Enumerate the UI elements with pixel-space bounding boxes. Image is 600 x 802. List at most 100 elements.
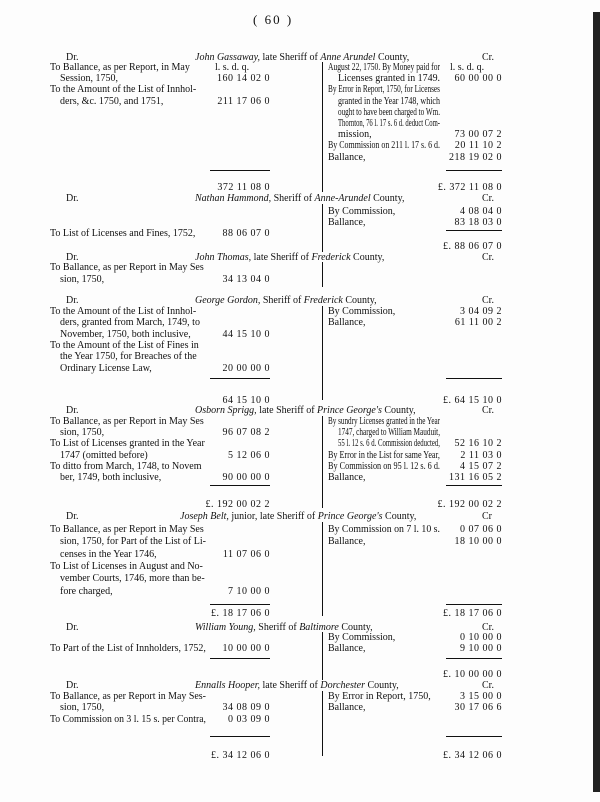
sheriff-name: George Gordon, xyxy=(195,295,261,306)
county-name: Baltimore xyxy=(299,622,339,633)
credit-entry-text: Ballance, xyxy=(328,643,366,655)
cr-label: Cr. xyxy=(482,252,494,263)
debit-amount: 5 12 06 0 xyxy=(228,449,270,461)
credit-total: £. 34 12 06 0 xyxy=(443,750,502,761)
credit-amount: 20 11 10 2 xyxy=(454,140,502,152)
credit-amount: 3 15 00 0 xyxy=(460,691,502,702)
debit-entry-text: To Ballance, as per Report in May Ses- xyxy=(50,691,206,702)
column-divider xyxy=(322,306,323,400)
debit-entry-text: ber, 1749, both inclusive, xyxy=(60,472,162,483)
debit-entry-text: To Ballance, as per Report in May Ses xyxy=(50,416,204,427)
credit-entry-text: By Commission on 95 l. 12 s. 6 d. xyxy=(328,460,440,472)
credit-entry-text: Ballance, xyxy=(328,217,366,228)
credit-entry-text: By Commission on 211 l. 17 s. 6 d. xyxy=(328,140,440,152)
column-divider xyxy=(322,262,323,287)
debit-total-rule xyxy=(210,736,270,737)
cr-label: Cr. xyxy=(482,622,494,633)
cr-label: Cr. xyxy=(482,295,494,306)
credit-entry-text: Ballance, xyxy=(328,536,366,548)
credit-entry-text: Ballance, xyxy=(328,702,366,714)
credit-entry-text: By Commission, xyxy=(328,206,396,217)
heading-text: County, xyxy=(375,52,410,63)
debit-entry-text: To the Amount of the List of Innhol- xyxy=(50,84,197,96)
debit-entry-text: vember Courts, 1746, more than be- xyxy=(60,573,205,585)
credit-total: £. 372 11 08 0 xyxy=(437,182,502,193)
debit-entry-text: ders, granted from March, 1749, to xyxy=(60,317,200,329)
credit-entry-text: ought to have been charged to Wm. xyxy=(338,106,441,118)
debit-amount: 10 00 00 0 xyxy=(222,643,270,654)
credit-entry-text: Ballance, xyxy=(328,151,366,163)
credit-amount: 3 04 09 2 xyxy=(460,306,502,317)
heading-text: late Sheriff of xyxy=(251,252,312,263)
debit-entry-text: ders, &c. 1750, and 1751, xyxy=(60,95,164,107)
debit-total: 64 15 10 0 xyxy=(222,395,270,406)
credit-entry-text: mission, xyxy=(338,129,372,141)
debit-entry-text: sion, 1750, for Part of the List of Li- xyxy=(60,536,206,548)
sheriff-name: John Gassaway, xyxy=(195,52,260,63)
cr-label: Cr xyxy=(482,511,492,522)
column-divider xyxy=(322,632,323,680)
account-heading: John Gassaway, late Sheriff of Anne Arun… xyxy=(195,52,409,63)
debit-entry-text: To Part of the List of Innholders, 1752, xyxy=(50,643,206,654)
heading-text: County, xyxy=(338,622,373,633)
credit-entry-text: Licenses granted in 1749. xyxy=(338,73,441,85)
heading-text: County, xyxy=(342,295,377,306)
debit-amount: 96 07 08 2 xyxy=(222,427,270,439)
debit-entry-text: the Year 1750, for Breaches of the xyxy=(60,351,197,363)
credit-amount: 4 15 07 2 xyxy=(460,460,502,472)
debit-amount: 11 07 06 0 xyxy=(222,548,270,560)
heading-text: County, xyxy=(382,511,417,522)
debit-total-rule xyxy=(210,604,270,605)
heading-text: County, xyxy=(350,252,385,263)
account-heading: Osborn Sprigg, late Sheriff of Prince Ge… xyxy=(195,405,416,416)
credit-total: £. 64 15 10 0 xyxy=(443,395,502,406)
dr-label: Dr. xyxy=(66,52,79,63)
credit-total: £. 18 17 06 0 xyxy=(443,608,502,619)
credit-column-heads: l. s. d. q. xyxy=(450,62,485,73)
heading-text: County, xyxy=(370,193,405,204)
debit-total: 372 11 08 0 xyxy=(217,182,270,193)
cr-label: Cr. xyxy=(482,52,494,63)
credit-entry-text: By Error in Report, 1750, for Licenses xyxy=(328,84,440,96)
credit-total-rule xyxy=(446,170,502,171)
heading-text: junior, late Sheriff of xyxy=(228,511,318,522)
county-name: Frederick xyxy=(311,252,351,263)
credit-entry-text: Thornton, 76 l. 17 s. 6 d. deduct Com- xyxy=(338,118,440,129)
debit-amount: 160 14 02 0 xyxy=(217,73,270,85)
account-heading: Nathan Hammond, Sheriff of Anne-Arundel … xyxy=(195,193,404,204)
account-heading: Ennalls Hooper, late Sheriff of Dorchest… xyxy=(195,680,399,691)
debit-amount: 20 00 00 0 xyxy=(222,362,270,374)
dr-label: Dr. xyxy=(66,622,79,633)
debit-amount: 34 13 04 0 xyxy=(222,273,270,285)
sheriff-name: Osborn Sprigg, xyxy=(195,405,257,416)
debit-entry-text: To Commission on 3 l. 15 s. per Contra, xyxy=(50,713,206,725)
credit-total: £. 88 06 07 0 xyxy=(443,241,502,252)
debit-entry-text: November, 1750, both inclusive, xyxy=(60,328,191,340)
credit-entry-text: By sundry Licenses granted in the Year xyxy=(328,416,441,427)
debit-entry-text: Session, 1750, xyxy=(60,73,119,85)
credit-entry-text: 1747, charged to William Mauduit, xyxy=(338,427,441,439)
column-divider xyxy=(322,62,323,192)
credit-entry-text: Ballance, xyxy=(328,317,366,329)
column-divider xyxy=(322,204,323,252)
debit-total-rule xyxy=(210,658,270,659)
credit-amount: 61 11 00 2 xyxy=(454,317,502,329)
credit-entry-text: Ballance, xyxy=(328,472,366,483)
debit-entry-text: 1747 (omitted before) xyxy=(60,449,148,461)
debit-entry-text: To List of Licenses granted in the Year xyxy=(50,438,205,450)
debit-entry-text: sion, 1750, xyxy=(60,702,105,714)
sheriff-name: Joseph Belt, xyxy=(180,511,229,522)
cr-label: Cr. xyxy=(482,193,494,204)
account-heading: Joseph Belt, junior, late Sheriff of Pri… xyxy=(180,511,416,522)
debit-amount: 34 08 09 0 xyxy=(222,702,270,714)
credit-entry-text: granted in the Year 1748, which xyxy=(338,95,440,107)
heading-text: Sheriff of xyxy=(271,193,315,204)
cr-label: Cr. xyxy=(482,680,494,691)
county-name: Frederick xyxy=(303,295,343,306)
dr-label: Dr. xyxy=(66,295,79,306)
sheriff-name: John Thomas, xyxy=(195,252,252,263)
credit-total: £. 10 00 00 0 xyxy=(443,669,502,680)
debit-entry-text: To Ballance, as per Report in May Ses xyxy=(50,524,204,535)
county-name: Prince George's xyxy=(317,511,383,522)
